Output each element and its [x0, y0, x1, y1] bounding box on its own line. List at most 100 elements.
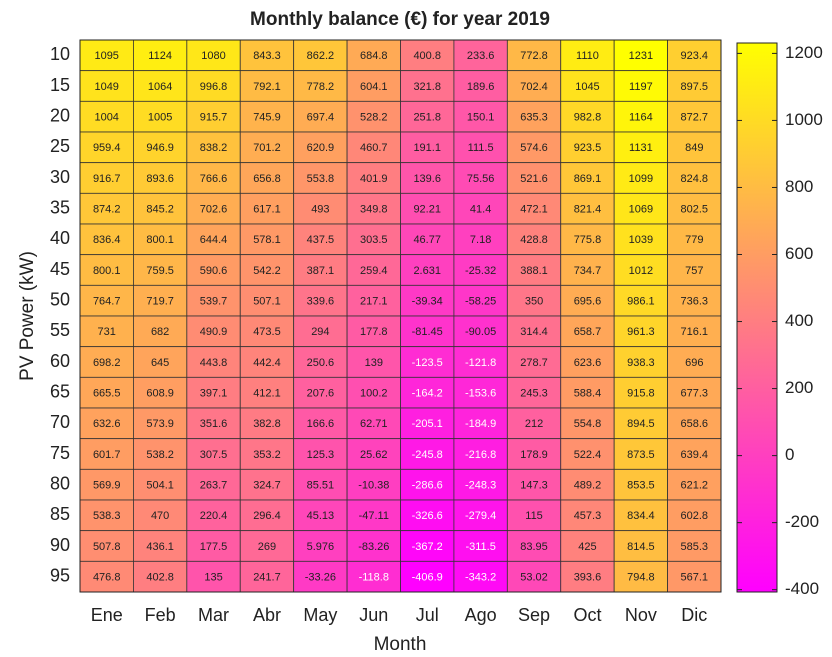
cell-label: 1197	[629, 81, 653, 93]
cell-label: 775.8	[574, 234, 602, 246]
cell-label: -326.6	[412, 510, 443, 522]
cell-label: 915.8	[627, 388, 655, 400]
cell-label: 623.6	[574, 357, 602, 369]
cell-label: 443.8	[200, 357, 228, 369]
cell-label: 874.2	[93, 204, 121, 216]
heatmap-cell	[346, 560, 401, 593]
cell-label: 2.631	[413, 265, 441, 277]
heatmap-cell	[667, 346, 722, 378]
x-tick-label: Feb	[145, 605, 176, 625]
cell-label: 893.6	[146, 173, 174, 185]
cell-label: 507.1	[253, 296, 281, 308]
cell-label: 1231	[629, 50, 653, 62]
cell-label: 665.5	[93, 388, 121, 400]
heatmap-cell	[186, 376, 241, 409]
heatmap-cell	[186, 284, 241, 317]
heatmap-cell	[346, 162, 401, 194]
cell-label: 578.1	[253, 234, 281, 246]
cell-label: -90.05	[465, 326, 496, 338]
cell-label: -58.25	[465, 296, 496, 308]
heatmap-cell	[79, 407, 134, 440]
cell-label: 569.9	[93, 480, 121, 492]
cell-label: 45.13	[307, 510, 335, 522]
y-tick-label: 40	[50, 228, 70, 248]
heatmap-cell	[613, 223, 668, 256]
cell-label: 923.4	[681, 50, 709, 62]
heatmap-cell	[346, 192, 401, 225]
heatmap-cell	[346, 223, 401, 256]
heatmap-cell	[346, 346, 401, 378]
heatmap-cell	[346, 131, 401, 164]
cell-label: 349.8	[360, 204, 388, 216]
heatmap-cell	[667, 315, 722, 348]
heatmap-cell	[613, 131, 668, 164]
cell-label: 382.8	[253, 418, 281, 430]
x-axis-label: Month	[374, 634, 427, 655]
cell-label: 350	[525, 296, 543, 308]
cell-label: 7.18	[470, 234, 491, 246]
heatmap-cell	[453, 499, 508, 532]
cell-label: 894.5	[627, 418, 655, 430]
heatmap-cell	[293, 223, 348, 256]
cell-label: 602.8	[681, 510, 709, 522]
cell-label: -81.45	[412, 326, 443, 338]
cell-label: 938.3	[627, 357, 655, 369]
cell-label: 46.77	[413, 234, 441, 246]
cell-label: 189.6	[467, 81, 495, 93]
cell-label: 111.5	[468, 142, 494, 154]
heatmap-cell	[560, 468, 615, 501]
cell-label: 684.8	[360, 50, 388, 62]
y-tick-label: 45	[50, 259, 70, 279]
cell-label: 915.7	[200, 112, 228, 124]
cell-label: 766.6	[200, 173, 228, 185]
cell-label: 490.9	[200, 326, 228, 338]
cell-label: 824.8	[681, 173, 709, 185]
cell-label: 794.8	[627, 572, 655, 584]
cell-label: 115	[525, 510, 543, 522]
cell-label: 85.51	[307, 480, 335, 492]
heatmap-cell	[293, 70, 348, 102]
cell-label: 542.2	[253, 265, 281, 277]
heatmap-cell	[506, 284, 562, 317]
cell-label: 178.9	[520, 449, 548, 461]
cell-label: 139.6	[413, 173, 441, 185]
cell-label: 92.21	[413, 204, 441, 216]
cell-label: 845.2	[146, 204, 174, 216]
heatmap-cell	[79, 438, 134, 470]
heatmap-cell	[400, 315, 455, 348]
cell-label: 437.5	[307, 234, 335, 246]
cell-label: 601.7	[93, 449, 121, 461]
heatmap-cell	[346, 438, 401, 470]
cell-label: 41.4	[470, 204, 491, 216]
cell-label: 75.56	[467, 173, 495, 185]
cell-label: 100.2	[360, 388, 388, 400]
heatmap-cell	[560, 560, 615, 593]
y-axis-label: PV Power (kW)	[17, 251, 38, 381]
cell-label: 554.8	[574, 418, 602, 430]
cell-label: 521.6	[520, 173, 548, 185]
cell-label: 702.6	[200, 204, 228, 216]
cell-label: 814.5	[627, 541, 655, 553]
cell-label: 959.4	[93, 142, 121, 154]
cell-label: -123.5	[412, 357, 443, 369]
cell-label: 401.9	[360, 173, 388, 185]
cell-label: 135	[204, 572, 222, 584]
cell-label: 853.5	[627, 480, 655, 492]
y-tick-label: 65	[50, 381, 70, 401]
cell-label: 1124	[148, 50, 172, 62]
heatmap-cell	[400, 499, 455, 532]
cell-label: -367.2	[412, 541, 443, 553]
y-tick-label: 75	[50, 443, 70, 463]
cell-label: -33.26	[305, 572, 336, 584]
colorbar-tick-label: 1200	[785, 43, 823, 62]
heatmap-cell	[400, 131, 455, 164]
cell-label: 644.4	[200, 234, 228, 246]
heatmap-cell	[239, 315, 295, 348]
cell-label: 1080	[201, 50, 225, 62]
cell-label: 658.7	[574, 326, 602, 338]
heatmap-cell	[400, 346, 455, 378]
cell-label: 457.3	[574, 510, 602, 522]
heatmap-cell	[239, 70, 295, 102]
cell-label: 982.8	[574, 112, 602, 124]
cell-label: 621.2	[681, 480, 709, 492]
